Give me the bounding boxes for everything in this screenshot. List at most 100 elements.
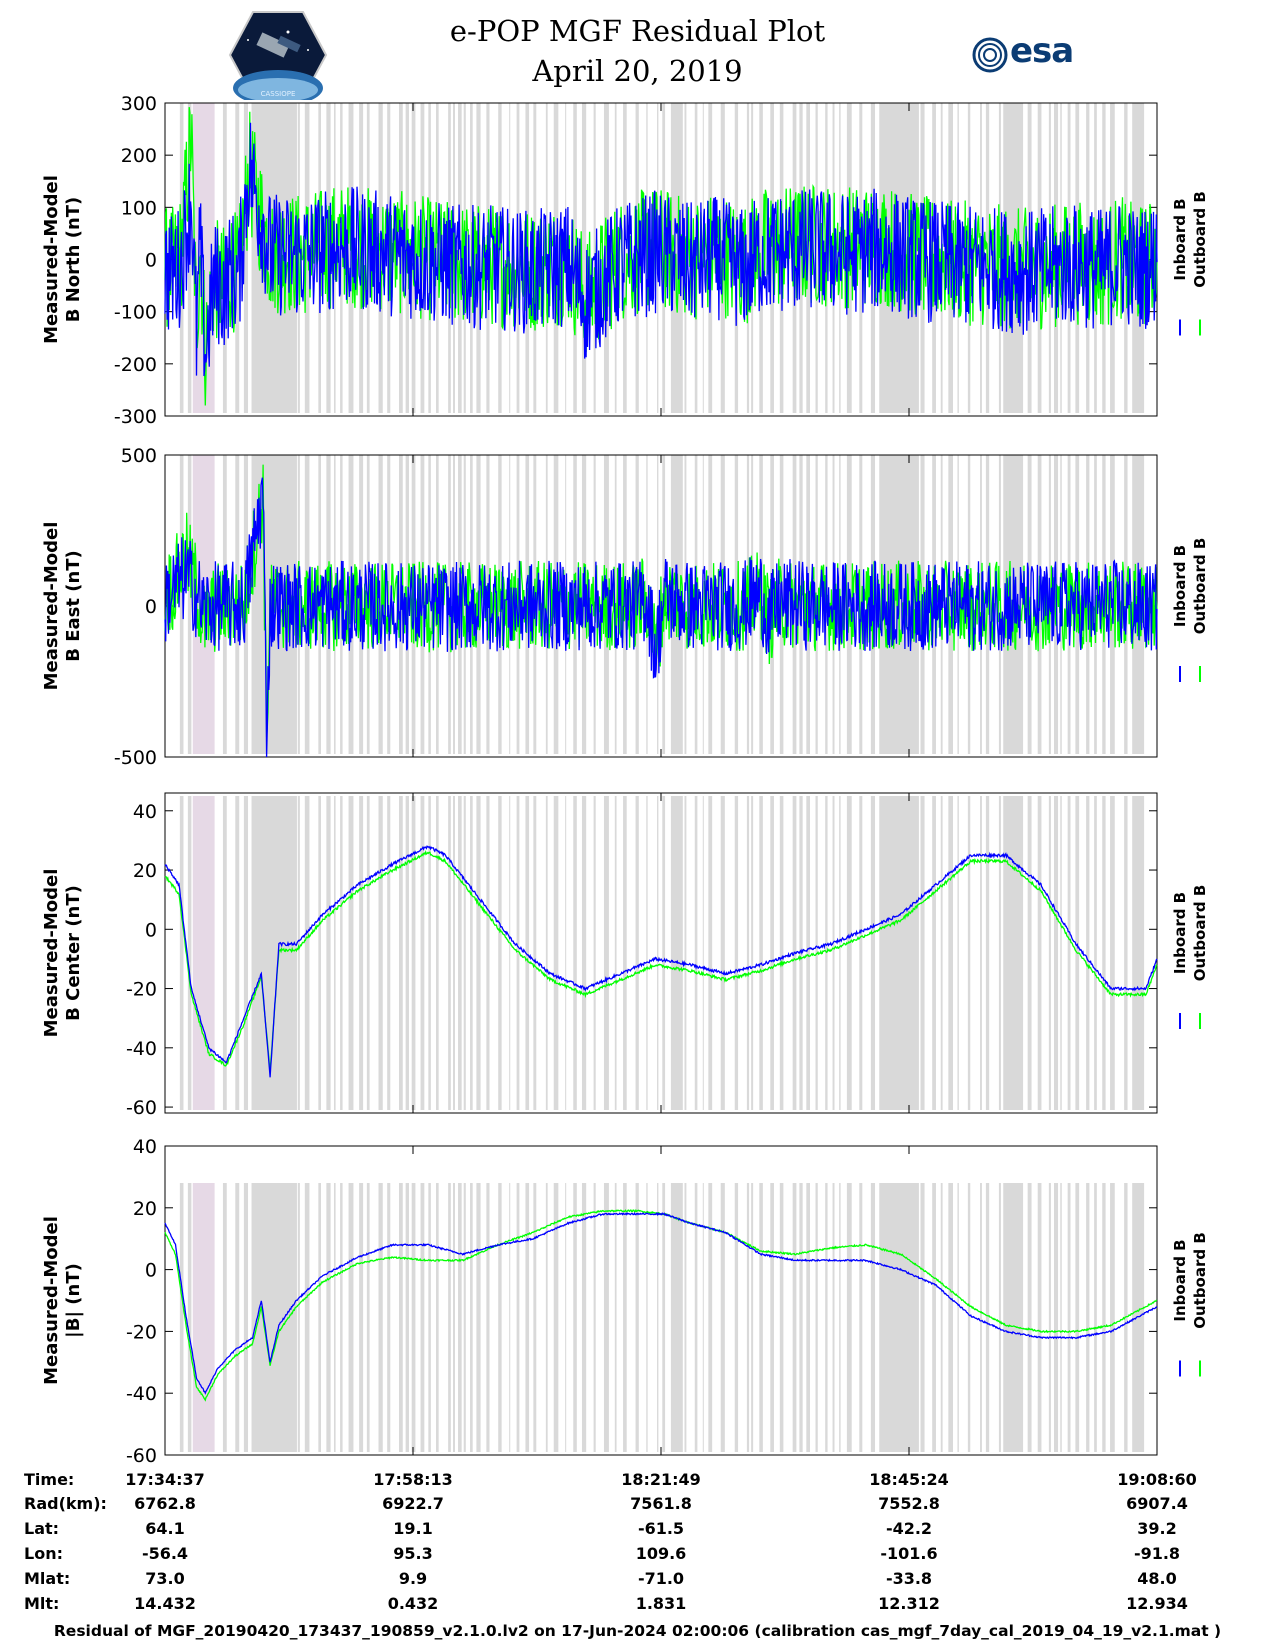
series-inboard-line xyxy=(164,477,1158,758)
gap-stripe xyxy=(932,1183,936,1452)
panel-b_center: 40 20 0 -20 -40 -60 Measured-ModelB Center (nT… xyxy=(41,792,1209,1119)
gap-stripe xyxy=(846,796,852,1110)
series-outboard-line xyxy=(164,849,1158,1071)
gap-block xyxy=(670,1183,683,1452)
y-tick-label: 40 xyxy=(133,801,157,823)
gap-stripe xyxy=(799,1183,803,1452)
gap-stripe xyxy=(1102,796,1106,1110)
gap-stripe xyxy=(859,1183,863,1452)
ephemeris-row: Mlat: 73.0 9.9 -71.0 -33.8 48.0 xyxy=(0,1569,1275,1591)
gap-stripe xyxy=(920,1183,925,1452)
gap-stripe xyxy=(614,796,617,1110)
y-tick-label: -60 xyxy=(126,1097,157,1119)
gap-stripe xyxy=(463,1183,466,1452)
gap-stripe xyxy=(318,796,321,1110)
ephemeris-value: 1.831 xyxy=(635,1594,687,1613)
gap-stripe xyxy=(420,1183,425,1452)
gap-stripe xyxy=(646,796,648,1110)
x-tick-label: 17:34:37 xyxy=(125,1470,205,1489)
gap-stripe xyxy=(359,1183,364,1452)
panel-b_east: 500 0 -500 Measured-ModelB East (nT) Inboard… xyxy=(41,445,1209,769)
gap-stripe xyxy=(1110,103,1115,413)
gap-stripe xyxy=(243,796,249,1110)
gap-stripe xyxy=(1067,1183,1071,1452)
panel-b_total: 40 20 0 -20 -40 -60 Measured-Model|B| (nT) Inbo… xyxy=(41,1136,1209,1467)
gap-stripe xyxy=(759,103,763,413)
gap-stripe xyxy=(387,796,391,1110)
gap-stripe xyxy=(1067,796,1071,1110)
y-tick-label: 0 xyxy=(145,250,157,272)
gap-stripe xyxy=(734,1183,739,1452)
gap-stripe xyxy=(832,1183,835,1452)
gap-stripe xyxy=(348,796,354,1110)
gap-stripe xyxy=(448,1183,451,1452)
gap-stripe xyxy=(565,1183,567,1452)
gap-stripe xyxy=(405,796,409,1110)
gap-stripe xyxy=(340,103,343,413)
gap-stripe xyxy=(243,1183,249,1452)
gap-stripe xyxy=(657,455,659,754)
ephemeris-value: 6762.8 xyxy=(134,1494,196,1513)
gap-stripe xyxy=(340,1183,343,1452)
gap-stripe xyxy=(463,796,466,1110)
gap-stripe xyxy=(411,1183,416,1452)
gap-stripe xyxy=(581,103,587,413)
gap-stripe xyxy=(870,796,876,1110)
y-tick-label: -40 xyxy=(126,1383,157,1405)
gap-stripe xyxy=(985,796,990,1110)
y-axis-label: Measured-ModelB North (nT) xyxy=(41,175,84,344)
gap-stripe xyxy=(565,796,567,1110)
gap-stripe xyxy=(957,1183,959,1452)
gap-block xyxy=(1132,796,1145,1110)
y-tick-label: -500 xyxy=(114,747,157,769)
gap-stripe xyxy=(509,1183,511,1452)
gap-stripe xyxy=(980,455,982,754)
ephemeris-value: 12.312 xyxy=(878,1594,940,1613)
gap-stripe xyxy=(458,796,462,1110)
gap-stripe xyxy=(1053,796,1059,1110)
gap-stripe xyxy=(348,1183,354,1452)
ephemeris-value: -33.8 xyxy=(885,1569,933,1588)
x-tick-label: 18:21:49 xyxy=(621,1470,701,1489)
gap-stripe xyxy=(702,1183,704,1452)
series-inboard-line xyxy=(164,122,1158,377)
y-tick-label: -100 xyxy=(114,302,157,324)
gap-stripe xyxy=(509,796,511,1110)
gap-stripe xyxy=(920,796,925,1110)
gap-stripe xyxy=(859,796,863,1110)
gap-stripe xyxy=(399,1183,403,1452)
gap-stripe xyxy=(635,1183,639,1452)
gap-stripe xyxy=(453,796,455,1110)
gap-stripe xyxy=(662,796,666,1110)
gap-block xyxy=(670,103,683,413)
chart-title: e-POP MGF Residual Plot xyxy=(449,14,826,48)
gap-stripe xyxy=(815,1183,818,1452)
y-axis-label: Measured-ModelB East (nT) xyxy=(41,522,84,691)
gap-block xyxy=(879,1183,919,1452)
gap-stripe xyxy=(516,796,520,1110)
legend-labels: Inboard B Outboard B xyxy=(1171,538,1209,635)
y-tick-label: 0 xyxy=(145,1260,157,1282)
ephemeris-row-label: Mlt: xyxy=(24,1594,60,1613)
panel-b_north: 300 200 100 0 -100 -200 -300 Measured-ModelB No… xyxy=(41,93,1209,428)
cassiope-logo-text: CASSIOPE xyxy=(261,90,296,98)
gap-stripe xyxy=(581,1183,587,1452)
gap-stripe xyxy=(297,1183,300,1452)
ephemeris-value: 73.0 xyxy=(145,1569,185,1588)
ephemeris-value: -56.4 xyxy=(141,1544,189,1563)
gap-stripe xyxy=(333,1183,336,1452)
y-tick-label: -60 xyxy=(126,1445,157,1467)
ephemeris-value: -101.6 xyxy=(880,1544,938,1563)
gap-stripe xyxy=(1075,103,1080,413)
y-tick-label: 0 xyxy=(145,919,157,941)
chart-date: April 20, 2019 xyxy=(532,54,743,88)
gap-stripe xyxy=(792,1183,797,1452)
gap-block xyxy=(670,796,683,1110)
gap-stripe xyxy=(428,455,431,754)
gap-stripe xyxy=(516,1183,520,1452)
gap-stripe xyxy=(603,1183,609,1452)
gap-stripe xyxy=(708,1183,713,1452)
gap-stripe xyxy=(708,796,713,1110)
gap-stripe xyxy=(243,103,249,413)
gap-stripe xyxy=(657,796,659,1110)
